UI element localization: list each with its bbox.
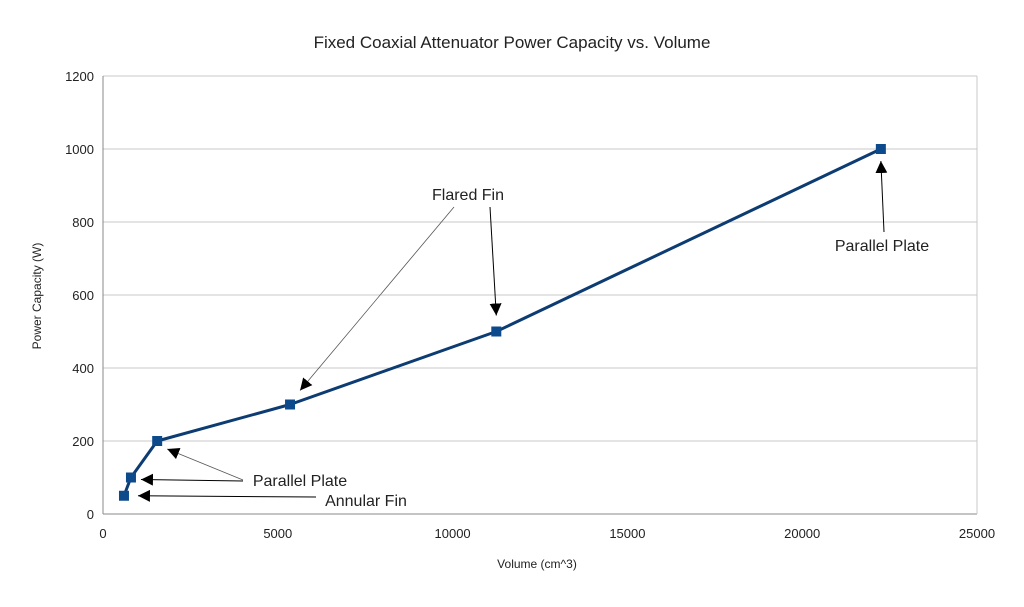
y-tick-label: 200 (72, 434, 94, 449)
annotation-label: Flared Fin (432, 187, 504, 204)
annotation-label: Parallel Plate (253, 473, 347, 490)
x-tick-label: 20000 (784, 526, 820, 541)
x-tick-label: 0 (99, 526, 106, 541)
y-axis-label: Power Capacity (W) (30, 243, 44, 350)
x-tick-label: 15000 (609, 526, 645, 541)
x-axis-label: Volume (cm^3) (497, 557, 577, 571)
annotation-arrow (489, 206, 502, 316)
grid (103, 75, 977, 442)
y-tick-label: 1200 (65, 69, 94, 84)
annotation-label: Parallel Plate (835, 238, 929, 255)
annotation-arrow (167, 447, 244, 481)
series (118, 144, 886, 501)
x-tick-label: 10000 (435, 526, 471, 541)
y-tick-label: 800 (72, 215, 94, 230)
annotation-arrow (140, 473, 244, 486)
axes (102, 76, 978, 515)
y-tick-label: 400 (72, 361, 94, 376)
x-tick-label: 5000 (263, 526, 292, 541)
annotations: Parallel Plate Flared Fin Parallel Plate An… (137, 160, 929, 510)
chart-title: Fixed Coaxial Attenuator Power Capacity … (314, 33, 711, 52)
y-tick-label: 1000 (65, 142, 94, 157)
data-point-marker (285, 399, 296, 410)
data-point-marker (152, 436, 163, 446)
data-point-marker (118, 490, 129, 501)
tick-labels: 0 200 400 600 800 1000 1200 0 5000 10000 15000 2000… (65, 69, 995, 541)
data-point-marker (125, 472, 136, 483)
y-tick-label: 0 (87, 507, 94, 522)
annotation-arrow (875, 160, 888, 233)
annotation-arrow (137, 489, 317, 502)
data-point-marker (875, 144, 886, 154)
x-tick-label: 25000 (959, 526, 995, 541)
annotation-label: Annular Fin (325, 493, 407, 510)
y-tick-label: 600 (72, 288, 94, 303)
data-point-marker (491, 326, 502, 337)
annotation-arrow (299, 206, 455, 391)
